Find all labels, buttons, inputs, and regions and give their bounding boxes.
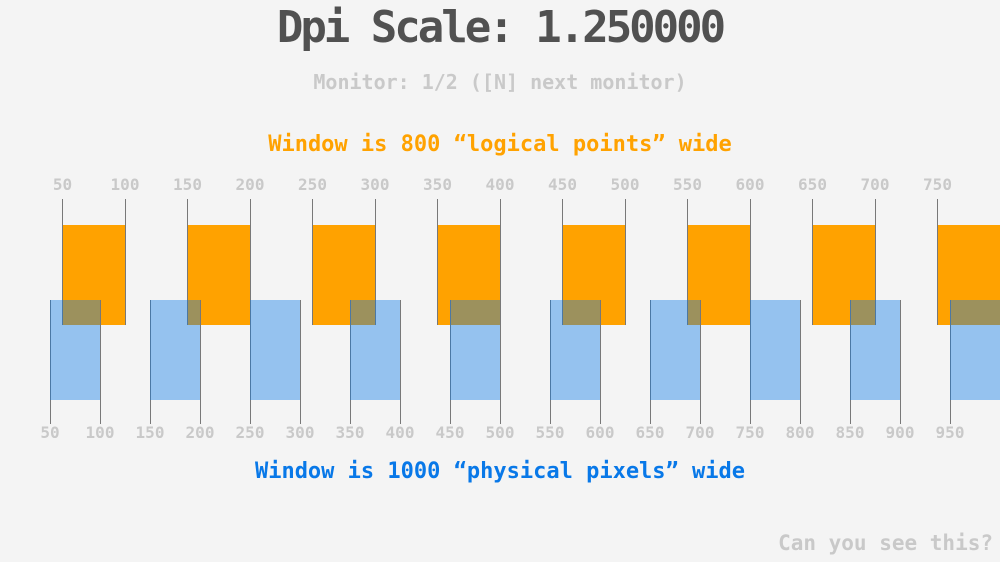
physical-tick-label: 900 (885, 423, 915, 442)
physical-tick-label: 800 (785, 423, 815, 442)
physical-bar (750, 300, 800, 400)
physical-tick-label: 50 (40, 423, 60, 442)
logical-width-heading: Window is 800 “logical points” wide (268, 132, 732, 157)
physical-bar (450, 300, 500, 400)
monitor-status: Monitor: 1/2 ([N] next monitor) (313, 70, 687, 94)
logical-tick (124, 199, 126, 325)
physical-tick-label: 600 (585, 423, 615, 442)
physical-tick (299, 300, 301, 424)
logical-bar (312, 225, 375, 325)
logical-bar (62, 225, 125, 325)
logical-tick-label: 250 (298, 175, 327, 194)
physical-tick-label: 850 (835, 423, 865, 442)
physical-bar (250, 300, 300, 400)
physical-tick (749, 300, 751, 424)
logical-tick (937, 199, 938, 325)
logical-tick-label: 150 (173, 175, 202, 194)
logical-tick (562, 199, 563, 325)
logical-tick-label: 50 (52, 175, 73, 194)
physical-bar (150, 300, 200, 400)
logical-tick (62, 199, 63, 325)
physical-bar (50, 300, 100, 400)
physical-tick-label: 200 (185, 423, 215, 442)
physical-tick (699, 300, 701, 424)
physical-tick-label: 150 (135, 423, 165, 442)
physical-tick (499, 300, 501, 424)
physical-tick (99, 300, 101, 424)
logical-tick-label: 450 (548, 175, 577, 194)
logical-tick (499, 199, 501, 325)
physical-tick (599, 300, 601, 424)
physical-tick-label: 300 (285, 423, 315, 442)
physical-tick (649, 300, 651, 424)
physical-tick-label: 500 (485, 423, 515, 442)
logical-tick (312, 199, 313, 325)
logical-tick (874, 199, 876, 325)
physical-tick-label: 700 (685, 423, 715, 442)
physical-bar (550, 300, 600, 400)
logical-bar (687, 225, 750, 325)
physical-tick-label: 750 (735, 423, 765, 442)
logical-tick (374, 199, 376, 325)
physical-tick (549, 300, 551, 424)
physical-bar (950, 300, 1000, 400)
physical-tick (149, 300, 151, 424)
physical-tick-label: 550 (535, 423, 565, 442)
logical-tick-label: 200 (235, 175, 265, 194)
logical-tick (187, 199, 188, 325)
physical-tick (49, 300, 51, 424)
dpi-scale-title: Dpi Scale: 1.250000 (276, 2, 726, 53)
logical-tick-label: 600 (735, 175, 765, 194)
physical-tick-label: 350 (335, 423, 365, 442)
logical-tick-label: 500 (610, 175, 640, 194)
physical-tick (399, 300, 401, 424)
physical-tick (199, 300, 201, 424)
logical-tick (812, 199, 813, 325)
logical-tick-label: 650 (798, 175, 827, 194)
physical-tick-label: 250 (235, 423, 265, 442)
logical-bar (812, 225, 875, 325)
physical-bar (650, 300, 700, 400)
logical-tick-label: 750 (923, 175, 952, 194)
physical-tick (899, 300, 901, 424)
physical-bar (850, 300, 900, 400)
logical-bar (187, 225, 250, 325)
visibility-question: Can you see this? (778, 531, 993, 555)
logical-tick (249, 199, 251, 325)
logical-bar (437, 225, 500, 325)
physical-tick (849, 300, 851, 424)
logical-bar (562, 225, 625, 325)
logical-tick-label: 350 (423, 175, 452, 194)
logical-tick-label: 550 (673, 175, 702, 194)
logical-tick-label: 700 (860, 175, 890, 194)
physical-tick (449, 300, 451, 424)
physical-width-heading: Window is 1000 “physical pixels” wide (254, 459, 746, 484)
physical-tick (799, 300, 801, 424)
logical-tick (749, 199, 751, 325)
physical-tick (949, 300, 951, 424)
physical-tick (249, 300, 251, 424)
physical-tick-label: 450 (435, 423, 465, 442)
logical-tick (687, 199, 688, 325)
logical-bar (937, 225, 1000, 325)
logical-tick-label: 100 (110, 175, 140, 194)
logical-tick (437, 199, 438, 325)
logical-tick (624, 199, 626, 325)
physical-tick (349, 300, 351, 424)
logical-tick-label: 300 (360, 175, 390, 194)
physical-tick-label: 650 (635, 423, 665, 442)
physical-tick-label: 950 (935, 423, 965, 442)
physical-tick-label: 100 (85, 423, 115, 442)
logical-tick-label: 400 (485, 175, 515, 194)
physical-bar (350, 300, 400, 400)
physical-tick-label: 400 (385, 423, 415, 442)
